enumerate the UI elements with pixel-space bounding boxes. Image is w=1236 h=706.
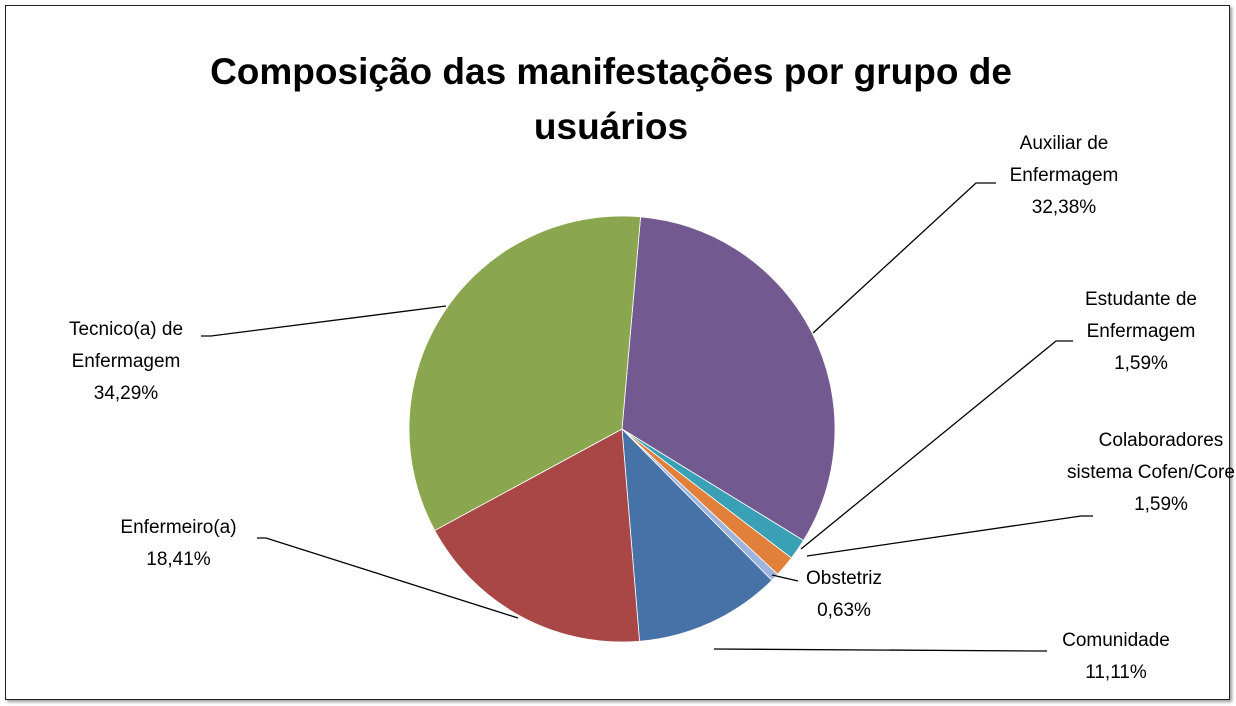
data-label: Tecnico(a) de Enfermagem 34,29% <box>31 314 221 410</box>
pie-slice <box>434 428 640 643</box>
pie-slice <box>621 216 836 542</box>
category-label: Enfermeiro(a) <box>120 517 237 538</box>
data-label: Auxiliar de Enfermagem 32,38% <box>989 128 1139 224</box>
data-label: Enfermeiro(a) 18,41% <box>91 512 266 576</box>
leader-line <box>771 574 799 582</box>
leader-line <box>812 182 996 334</box>
pie-chart <box>201 182 1093 652</box>
pie-slice <box>621 427 773 642</box>
value-label: 11,11% <box>1085 662 1147 683</box>
category-label: Colaboradores sistema Cofen/Corens <box>1067 430 1236 483</box>
category-label: Comunidade <box>1062 630 1170 651</box>
value-label: 34,29% <box>93 383 159 404</box>
data-label: Obstetriz 0,63% <box>799 563 889 627</box>
chart-frame: Composição das manifestações por grupo d… <box>5 5 1236 700</box>
leader-line <box>713 648 1047 652</box>
category-label: Estudante de Enfermagem <box>1085 289 1197 342</box>
data-label: Colaboradores sistema Cofen/Corens 1,59% <box>1066 425 1236 521</box>
value-label: 1,59% <box>1114 353 1168 374</box>
chart-title: Composição das manifestações por grupo d… <box>210 51 1012 147</box>
category-label: Obstetriz <box>805 568 883 589</box>
value-label: 32,38% <box>1031 197 1097 218</box>
pie-slice <box>408 215 641 531</box>
slices <box>408 215 836 643</box>
value-label: 0,63% <box>817 600 871 621</box>
data-label: Estudante de Enfermagem 1,59% <box>1056 284 1226 380</box>
category-label: Auxiliar de Enfermagem <box>1009 133 1119 186</box>
leader-lines <box>201 182 1093 652</box>
value-label: 18,41% <box>146 549 211 570</box>
data-label: Comunidade 11,11% <box>1041 625 1191 689</box>
leader-line <box>201 305 447 337</box>
leader-line <box>800 340 1073 550</box>
leader-line <box>806 515 1093 557</box>
category-label: Tecnico(a) de Enfermagem <box>68 319 184 372</box>
value-label: 1,59% <box>1134 494 1188 515</box>
leader-line <box>257 537 519 619</box>
